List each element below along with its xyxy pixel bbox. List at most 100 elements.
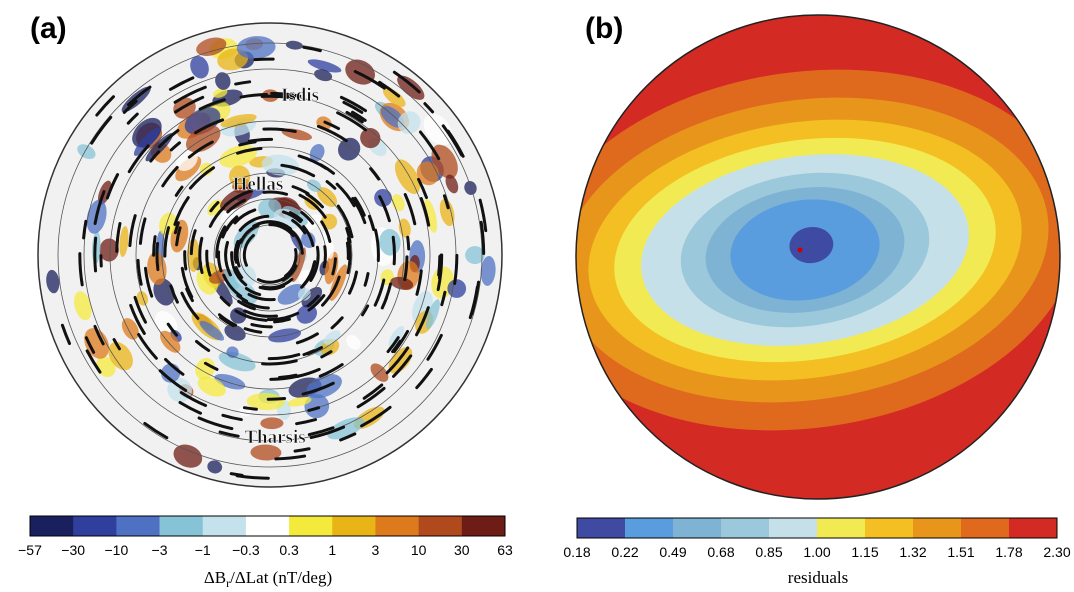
lineation — [441, 124, 464, 157]
lineation — [309, 245, 320, 282]
lineation — [336, 204, 354, 239]
lineation — [242, 233, 255, 267]
lineation — [330, 316, 344, 330]
anomaly — [480, 255, 496, 286]
lineation — [195, 339, 211, 352]
colorbar-tick-label: 1 — [328, 542, 336, 558]
colorbar-swatch — [865, 518, 914, 538]
anomaly — [160, 330, 181, 353]
lineation — [187, 140, 214, 159]
anomaly — [465, 246, 485, 265]
lineation — [137, 332, 158, 360]
anomaly — [108, 341, 133, 371]
label-subscript: r — [226, 576, 230, 590]
lineation — [223, 189, 254, 207]
lineation — [270, 91, 302, 98]
lineation — [221, 413, 243, 422]
colorbar-tick-label: 0.85 — [755, 544, 782, 560]
anomaly — [307, 59, 342, 73]
anomaly — [133, 127, 161, 156]
lineation — [392, 70, 421, 94]
lineation — [320, 350, 333, 359]
lineation — [478, 198, 488, 233]
lineation — [105, 173, 120, 200]
lineation — [350, 110, 367, 122]
lineation — [479, 220, 486, 255]
lineation — [215, 225, 227, 259]
lineation — [302, 225, 315, 248]
lineation — [346, 236, 352, 275]
anomaly — [277, 284, 306, 305]
anomaly — [416, 161, 439, 186]
label-part: /ΔLat (nT/deg) — [230, 568, 332, 587]
lineation — [345, 241, 350, 261]
lineation — [198, 98, 226, 111]
anomaly — [464, 180, 477, 195]
anomaly — [398, 218, 411, 238]
colorbar-tick-label: −3 — [152, 542, 168, 558]
place-label: Hellas — [233, 174, 284, 195]
anomaly — [207, 460, 223, 474]
lineation — [185, 287, 194, 303]
lineation — [258, 284, 286, 291]
anomaly — [370, 363, 389, 382]
place-label: Tharsis — [244, 427, 305, 448]
colorbar-swatch — [159, 516, 204, 536]
lineation — [173, 196, 190, 226]
anomaly — [220, 113, 257, 128]
lineation — [198, 236, 204, 275]
panel-label: (a) — [30, 12, 67, 45]
lineation — [437, 254, 442, 277]
lineation — [261, 359, 298, 366]
place-label: Isdis — [281, 85, 319, 106]
lineation — [174, 95, 205, 114]
lineation — [356, 386, 386, 409]
anomaly — [346, 335, 361, 350]
lineation — [274, 454, 307, 461]
colorbar-tick-label: −10 — [104, 542, 128, 558]
lineation — [133, 295, 147, 324]
lineation — [301, 381, 335, 396]
map-b-border — [575, 14, 1061, 500]
lineation — [188, 166, 216, 190]
lineation — [247, 137, 274, 143]
lineation — [127, 144, 150, 174]
lineation — [233, 240, 240, 264]
colorbar-tick-label: −57 — [18, 542, 42, 558]
colorbar-label: residuals — [788, 568, 848, 587]
lineation — [418, 130, 441, 161]
anomaly — [212, 88, 228, 98]
lineation — [306, 346, 323, 356]
lineation — [403, 193, 417, 226]
anomaly — [230, 307, 247, 324]
anomaly — [250, 444, 282, 461]
lineation — [385, 346, 410, 375]
lineation — [233, 208, 257, 225]
anomaly — [309, 144, 325, 162]
anomaly — [190, 55, 209, 79]
lineation — [423, 102, 435, 114]
lineation — [318, 363, 344, 378]
lineation — [180, 291, 200, 320]
lineation — [306, 294, 320, 308]
lineation — [284, 247, 298, 278]
anomaly — [197, 376, 226, 397]
lineation — [143, 266, 154, 298]
lineation — [174, 185, 184, 197]
lineation — [237, 299, 256, 311]
lineation — [138, 217, 147, 245]
latitude-ring — [57, 42, 483, 468]
lineation — [406, 235, 411, 251]
label-part: ΔB — [204, 568, 226, 587]
colorbar-swatch — [1009, 518, 1058, 538]
lineation — [378, 195, 391, 223]
lineation — [93, 324, 105, 346]
lineation — [374, 228, 380, 262]
anomaly — [327, 417, 365, 440]
lineation — [157, 128, 180, 149]
lineation — [353, 70, 386, 90]
lineation — [380, 296, 388, 310]
lineation — [161, 165, 179, 188]
colorbar-tick-label: 0.18 — [563, 544, 590, 560]
lineation — [442, 194, 450, 210]
